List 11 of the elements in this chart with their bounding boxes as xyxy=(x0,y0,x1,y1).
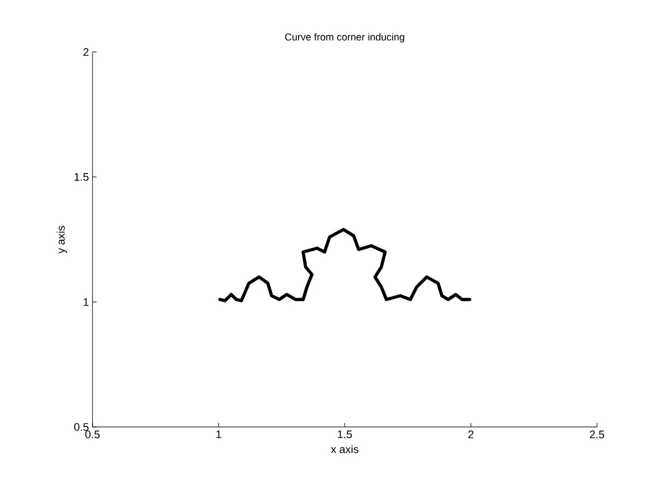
x-axis-title: x axis xyxy=(330,445,358,454)
x-tick-label: 2.5 xyxy=(590,430,604,438)
y-tick-label: 1 xyxy=(84,298,88,306)
y-axis-title: y axis xyxy=(56,226,67,254)
x-tick-label: 1.5 xyxy=(338,430,352,438)
y-tick-label: 1.5 xyxy=(74,173,89,181)
chart-title: Curve from corner inducing xyxy=(285,33,404,42)
y-tick-label: 0.5 xyxy=(74,423,89,431)
x-tick-label: 1 xyxy=(216,430,222,438)
x-tick-label: 2 xyxy=(468,430,474,438)
y-tick-label: 2 xyxy=(83,48,88,56)
